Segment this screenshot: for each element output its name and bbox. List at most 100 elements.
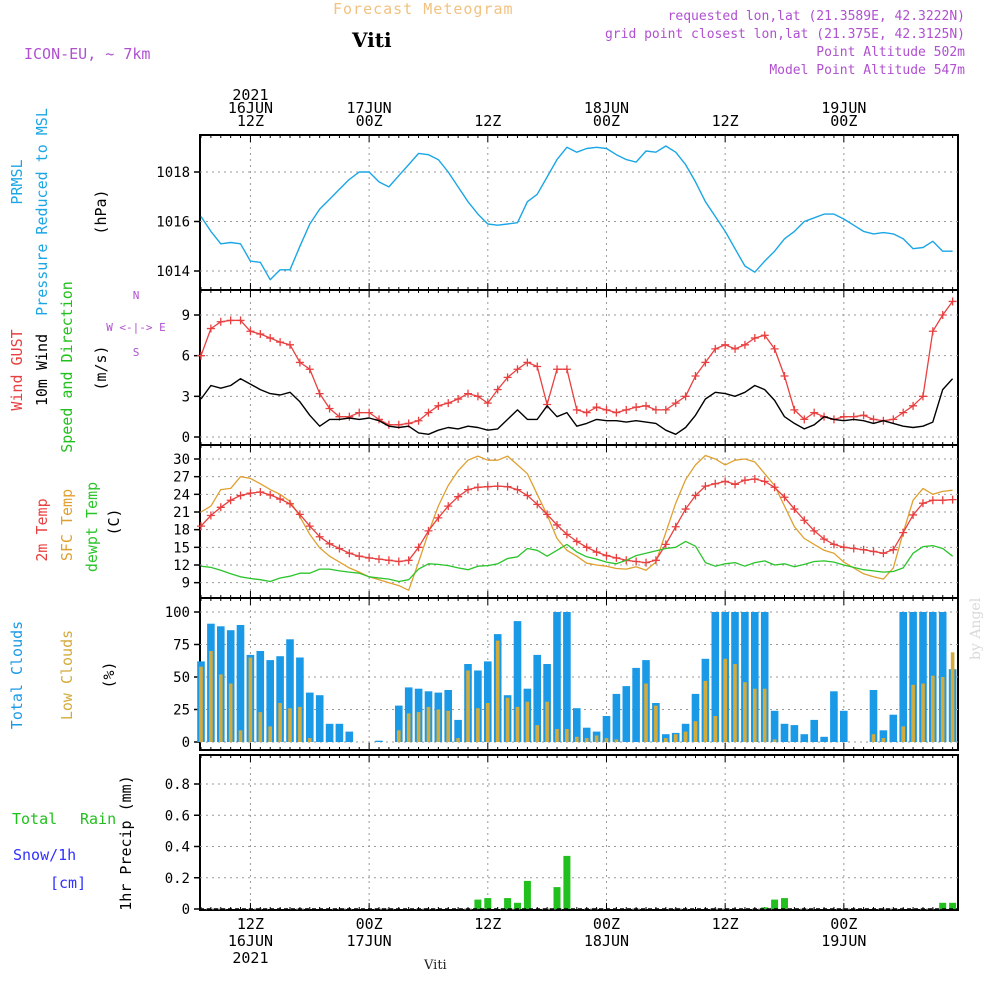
low-clouds-bar <box>762 688 767 742</box>
low-clouds-bar <box>278 703 282 742</box>
temp-2m-marker <box>731 480 740 489</box>
gust-marker <box>839 412 848 421</box>
temp-2m-label: 2m Temp <box>33 498 51 561</box>
gust-marker <box>909 401 918 410</box>
temp-2m-marker <box>938 496 947 505</box>
temp-2m-marker <box>513 485 522 494</box>
total-clouds-bar <box>513 621 522 742</box>
temp-2m-marker <box>612 553 621 562</box>
model-altitude: Model Point Altitude 547m <box>769 63 965 78</box>
total-clouds-bar <box>533 654 541 742</box>
top-time-label: 18JUN <box>584 99 629 117</box>
gust-marker <box>276 338 285 347</box>
ytick-label: 0 <box>182 902 190 918</box>
ytick-label: 1014 <box>156 264 190 280</box>
ytick-label: 0 <box>182 430 190 446</box>
total-clouds-bar <box>582 727 591 742</box>
total-clouds-bar <box>573 708 581 742</box>
gust-marker <box>444 399 453 408</box>
gust-marker <box>750 334 759 343</box>
total-clouds-bar <box>741 612 749 742</box>
temp-2m-marker <box>671 522 680 531</box>
temp-2m-marker <box>770 483 779 492</box>
low-clouds-bar <box>446 710 450 742</box>
ytick-label: 0.6 <box>165 808 190 824</box>
total-clouds-bar <box>770 710 779 742</box>
gust-marker <box>721 340 730 349</box>
rain-bar <box>781 898 788 909</box>
gust-marker <box>810 408 819 417</box>
low-clouds-bar <box>594 735 599 742</box>
ytick-label: 25 <box>173 703 190 719</box>
total-clouds-bar <box>622 686 631 742</box>
gust-marker <box>236 316 245 325</box>
low-clouds-bar <box>525 701 530 742</box>
plot-layer <box>196 145 958 910</box>
low-clouds-bar <box>703 680 708 742</box>
low-clouds-bar <box>555 729 559 742</box>
low-clouds-bar <box>723 658 727 742</box>
top-time-label: 16JUN <box>228 99 273 117</box>
product-title: Forecast Meteogram <box>333 0 514 18</box>
gust-marker <box>671 399 680 408</box>
temp-2m-marker <box>661 540 670 549</box>
gust-marker <box>800 415 809 424</box>
pressure-unit-label: (hPa) <box>92 189 110 234</box>
rain-bar <box>484 898 492 909</box>
temp-2m-marker <box>632 557 641 566</box>
gust-marker <box>493 385 502 394</box>
bottom-time-label: 00Z <box>356 915 383 933</box>
temp-2m-marker <box>810 526 819 535</box>
gust-marker <box>928 327 937 336</box>
rain-bar <box>771 899 779 909</box>
top-time-label: 12Z <box>474 112 501 130</box>
temp-2m-marker <box>295 510 304 519</box>
total-clouds-bar <box>236 625 245 742</box>
rain-bar <box>504 898 512 909</box>
low-clouds-bar <box>258 712 263 742</box>
total-clouds-bar <box>810 719 818 742</box>
gust-marker <box>572 405 581 414</box>
gust-marker <box>424 408 433 417</box>
pressure-line <box>200 145 953 281</box>
total-clouds-bar <box>780 723 789 742</box>
temp-2m-marker <box>750 475 759 484</box>
total-clouds-bar <box>286 639 294 742</box>
ytick-label: 50 <box>173 670 190 686</box>
bottom-time-label: 19JUN <box>821 932 866 950</box>
low-clouds-bar <box>545 701 549 742</box>
temp-2m-marker <box>790 505 799 514</box>
gust-marker <box>691 372 700 380</box>
low-clouds-bar <box>308 738 312 742</box>
total-clouds-bar <box>306 692 314 742</box>
gust-marker <box>513 365 522 374</box>
gust-marker <box>731 344 740 353</box>
wind-line <box>200 378 954 435</box>
temp-2m-marker <box>285 499 294 508</box>
bottom-time-label: 16JUN <box>228 932 273 950</box>
low-clouds-bar <box>753 688 757 742</box>
temp-2m-marker <box>820 535 829 544</box>
temp-2m-marker <box>464 485 473 494</box>
top-time-label: 19JUN <box>821 99 866 117</box>
temp-2m-marker <box>899 528 908 537</box>
temp-2m-marker <box>493 482 502 491</box>
temp-2m-marker <box>483 482 492 491</box>
footer-station: Viti <box>424 958 447 973</box>
gust-marker <box>859 411 868 420</box>
rain-bar <box>514 902 521 910</box>
ytick-label: 27 <box>173 470 190 486</box>
total-clouds-bar <box>711 612 720 742</box>
temp-2m-marker <box>602 551 611 560</box>
temp-2m-marker <box>780 493 789 502</box>
bottom-time-label: 00Z <box>593 915 620 933</box>
panel-frame-temperature <box>199 444 959 599</box>
temp-2m-marker <box>681 505 690 514</box>
point-altitude: Point Altitude 502m <box>816 45 965 60</box>
gust-marker <box>543 400 552 409</box>
gust-marker <box>553 365 562 374</box>
gust-marker <box>582 408 591 417</box>
gust-marker <box>612 408 621 417</box>
gust-marker <box>533 362 542 371</box>
